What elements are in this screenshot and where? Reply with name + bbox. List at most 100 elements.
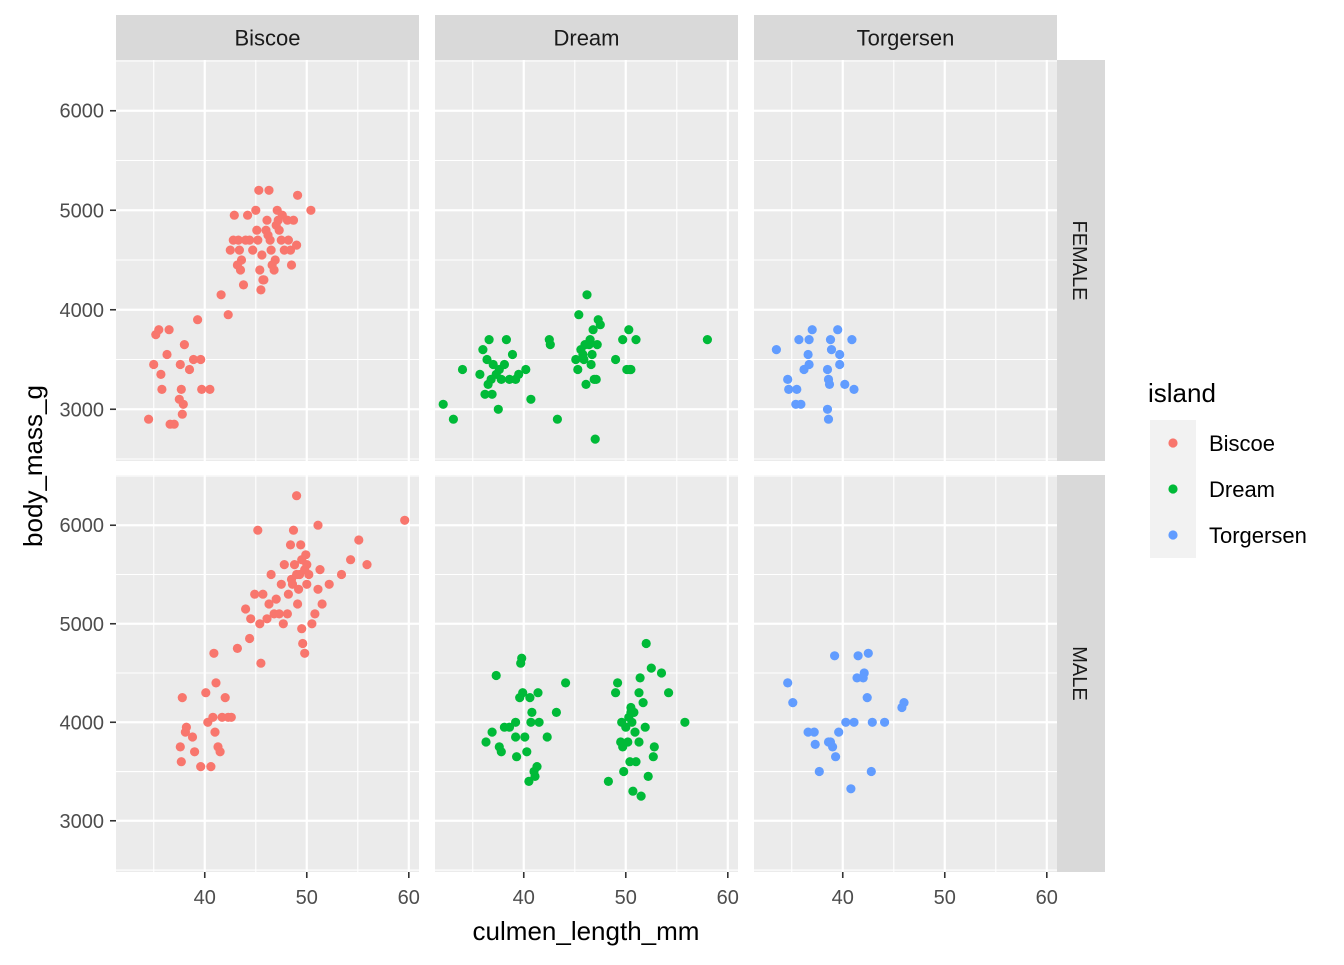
- data-point: [297, 624, 307, 634]
- data-point: [354, 535, 364, 545]
- data-point: [264, 185, 274, 195]
- data-point: [863, 648, 873, 658]
- x-tick-label: 50: [934, 887, 956, 909]
- facet-strip-label: Biscoe: [234, 26, 300, 51]
- data-point: [804, 335, 814, 345]
- data-point: [177, 409, 187, 419]
- data-point: [271, 594, 281, 604]
- data-point: [561, 678, 571, 688]
- data-point: [306, 205, 316, 215]
- data-point: [245, 235, 255, 245]
- data-point: [256, 658, 266, 668]
- data-point: [225, 245, 235, 255]
- legend-entry-torgersen: Torgersen: [1168, 523, 1307, 548]
- data-point: [301, 550, 311, 560]
- y-tick-label: 3000: [60, 399, 105, 421]
- data-point: [571, 354, 581, 365]
- series-dream-female: [438, 290, 713, 444]
- x-tick-label: 40: [832, 887, 854, 909]
- data-point: [180, 727, 190, 737]
- data-point: [587, 349, 597, 360]
- data-point: [144, 414, 154, 424]
- data-point: [552, 414, 563, 424]
- data-point: [313, 584, 323, 594]
- data-point: [205, 384, 215, 394]
- series-biscoe-female: [144, 185, 316, 429]
- data-point: [294, 584, 304, 594]
- axes: 3000 4000 5000 6000 3000 4000 5000 6000 40 50 60 40…: [60, 101, 1058, 909]
- data-point: [262, 614, 272, 624]
- data-point: [621, 722, 631, 732]
- legend-title: island: [1148, 378, 1216, 408]
- data-point: [702, 335, 713, 345]
- data-point: [524, 776, 534, 787]
- data-point: [256, 285, 266, 295]
- data-point: [634, 688, 644, 698]
- data-point: [285, 540, 296, 550]
- legend-entry-biscoe: Biscoe: [1168, 431, 1275, 456]
- data-point: [487, 727, 497, 737]
- facet-panel-torgersen-male: [754, 475, 1057, 872]
- data-point: [313, 520, 323, 530]
- data-point: [457, 364, 468, 375]
- data-point: [514, 369, 524, 379]
- facet-strip-dream: [435, 15, 738, 60]
- data-point: [807, 325, 817, 335]
- data-point: [289, 560, 300, 570]
- data-point: [251, 205, 261, 215]
- data-point: [232, 643, 242, 654]
- data-point: [293, 599, 303, 609]
- data-point: [586, 359, 596, 370]
- data-point: [649, 742, 659, 752]
- data-point: [265, 235, 275, 245]
- data-point: [496, 747, 506, 757]
- data-point: [849, 717, 859, 727]
- data-point: [866, 766, 876, 777]
- data-point: [279, 560, 289, 570]
- data-point: [784, 384, 794, 394]
- data-point: [510, 732, 521, 742]
- data-point: [631, 757, 641, 767]
- data-point: [840, 379, 850, 389]
- data-point: [520, 732, 530, 742]
- data-point: [517, 653, 527, 663]
- data-point: [292, 240, 302, 250]
- data-point: [619, 766, 629, 777]
- data-point: [253, 525, 263, 535]
- data-point: [533, 688, 543, 698]
- legend-swatch: [1168, 438, 1178, 448]
- data-point: [526, 717, 536, 727]
- x-tick-label: 50: [296, 887, 318, 909]
- data-point: [822, 404, 833, 414]
- data-point: [448, 414, 458, 424]
- data-point: [582, 290, 592, 300]
- data-point: [825, 335, 836, 345]
- data-point: [196, 762, 206, 772]
- data-point: [501, 335, 511, 345]
- data-point: [179, 340, 189, 350]
- facet-panel-dream-male: [435, 475, 738, 872]
- series-torgersen-female: [771, 325, 859, 424]
- data-point: [581, 379, 591, 389]
- data-point: [579, 354, 589, 365]
- data-point: [814, 766, 824, 777]
- data-point: [245, 633, 255, 644]
- data-point: [603, 776, 614, 787]
- y-tick-label: 6000: [60, 515, 105, 537]
- data-point: [626, 702, 636, 713]
- data-point: [223, 310, 233, 320]
- legend-label: Dream: [1209, 477, 1275, 502]
- data-point: [588, 325, 598, 335]
- data-point: [626, 364, 636, 375]
- data-point: [278, 619, 288, 629]
- y-tick-label: 4000: [60, 712, 105, 734]
- data-point: [475, 369, 485, 379]
- data-point: [438, 399, 448, 409]
- data-point: [252, 225, 262, 235]
- data-point: [315, 565, 325, 575]
- data-point: [234, 245, 244, 255]
- data-point: [611, 354, 621, 365]
- facet-strip-biscoe: [116, 15, 419, 60]
- data-points: [144, 185, 909, 801]
- data-point: [862, 693, 872, 703]
